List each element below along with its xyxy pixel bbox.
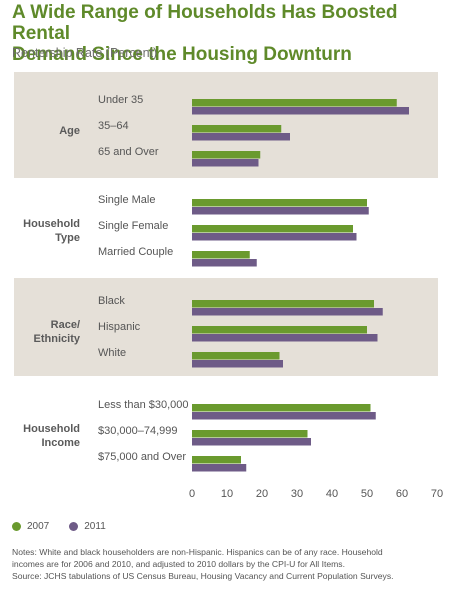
category-label-3-0: Less than $30,000	[98, 399, 189, 411]
bar-1-1-2011	[192, 233, 357, 241]
group-label-1: Household Type	[23, 218, 80, 244]
bar-0-2-2011	[192, 159, 259, 167]
x-tick-label-70: 70	[431, 488, 443, 500]
bar-3-1-2011	[192, 438, 311, 446]
category-label-2-2: White	[98, 347, 126, 359]
category-label-1-0: Single Male	[98, 194, 155, 206]
legend-label-2011: 2011	[84, 520, 106, 532]
legend-swatch-2011	[69, 521, 79, 531]
bar-1-2-2007	[192, 251, 250, 259]
bar-2-2-2011	[192, 360, 283, 368]
x-tick-label-20: 20	[256, 488, 268, 500]
source-line: Source: JCHS tabulations of US Census Bu…	[12, 571, 394, 581]
x-tick-label-40: 40	[326, 488, 338, 500]
notes-line-1: Notes: White and black householders are …	[12, 547, 383, 557]
legend-item-2007: 2007	[12, 521, 49, 532]
bar-3-2-2007	[192, 456, 241, 464]
bar-2-1-2011	[192, 334, 378, 342]
x-tick-label-10: 10	[221, 488, 233, 500]
x-tick-label-50: 50	[361, 488, 373, 500]
bar-1-0-2007	[192, 199, 367, 207]
x-tick-label-60: 60	[396, 488, 408, 500]
legend-label-2007: 2007	[27, 520, 50, 532]
legend: 2007 2011	[12, 519, 126, 533]
notes: Notes: White and black householders are …	[12, 546, 440, 582]
chart-title-line-2: Demand Since the Housing Downturn	[12, 44, 352, 65]
bar-0-2-2007	[192, 151, 261, 159]
category-label-1-1: Single Female	[98, 220, 168, 232]
chart-title: A Wide Range of Households Has Boosted R…	[12, 2, 442, 65]
category-label-3-2: $75,000 and Over	[98, 451, 186, 463]
bar-3-0-2007	[192, 404, 371, 412]
bar-1-1-2007	[192, 225, 353, 233]
group-label-2: Race/Ethnicity	[34, 319, 81, 345]
group-label-0: Age	[59, 125, 80, 137]
category-label-2-1: Hispanic	[98, 321, 141, 333]
bar-3-2-2011	[192, 464, 247, 472]
legend-item-2011: 2011	[69, 521, 106, 532]
group-label-3: Household Income	[23, 423, 80, 449]
bar-1-2-2011	[192, 259, 257, 267]
x-tick-label-30: 30	[291, 488, 303, 500]
category-label-2-0: Black	[98, 295, 125, 307]
bar-3-0-2011	[192, 412, 376, 420]
chart-title-line-1: A Wide Range of Households Has Boosted R…	[12, 2, 398, 44]
bar-chart: Age Under 35 35–64 65 and Over Household Type…	[14, 72, 443, 500]
chart-subtitle: Rentership Rate (Percent)	[12, 46, 158, 60]
category-label-0-1: 35–64	[98, 120, 129, 132]
category-label-0-0: Under 35	[98, 94, 143, 106]
legend-swatch-2007	[12, 521, 21, 531]
notes-line-2: incomes are for 2006 and 2010, and adjus…	[12, 559, 345, 569]
category-label-0-2: 65 and Over	[98, 146, 159, 158]
x-tick-label-0: 0	[189, 488, 195, 500]
bar-0-1-2011	[192, 133, 290, 141]
bar-2-0-2011	[192, 308, 383, 316]
category-label-3-1: $30,000–74,999	[98, 425, 178, 437]
bar-2-1-2007	[192, 326, 367, 334]
bar-0-0-2007	[192, 99, 397, 107]
bar-2-0-2007	[192, 300, 374, 308]
bar-0-1-2007	[192, 125, 282, 133]
bar-1-0-2011	[192, 207, 369, 215]
bar-0-0-2011	[192, 107, 409, 115]
bar-3-1-2007	[192, 430, 308, 438]
category-label-1-2: Married Couple	[98, 246, 173, 258]
bar-2-2-2007	[192, 352, 280, 360]
